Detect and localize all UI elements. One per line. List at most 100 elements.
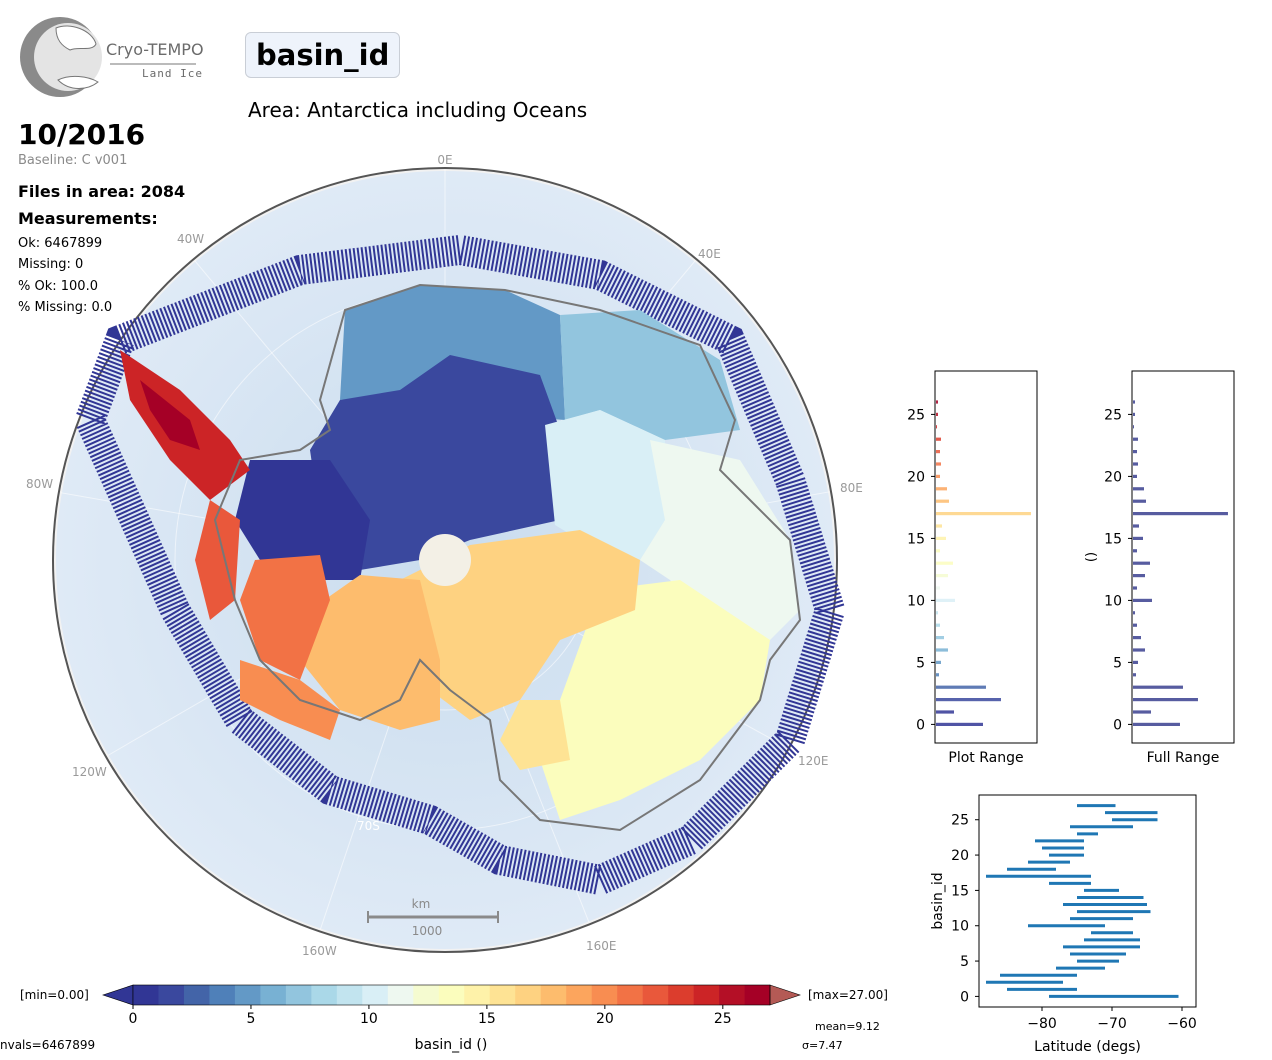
colorbar-swatch (438, 985, 465, 1005)
colorbar-swatch (540, 985, 567, 1005)
files-in-area: Files in area: 2084 (18, 182, 186, 201)
polar-map: 0E 40E 80E 120E 160E 160W 120W 80W 40W 7… (26, 153, 863, 958)
colorbar-swatch (362, 985, 389, 1005)
colorbar-extend-max (769, 984, 801, 1006)
histogram-bar (1133, 549, 1137, 553)
lon-label-80w: 80W (26, 477, 53, 491)
colorbar-swatch (515, 985, 541, 1005)
colorbar-tick-label: 5 (247, 1011, 256, 1027)
histogram-plot-range: 0 5 10 15 20 25 Plot Range (907, 370, 1038, 766)
colorbar: 0 5 10 15 20 25 [min=0.00] [max=27.00] basin_… (0, 984, 888, 1053)
histogram-bar (936, 722, 983, 726)
histogram-bar (1133, 536, 1143, 540)
y-tick-label: 15 (951, 883, 969, 899)
x-axis-label: Latitude (degs) (1034, 1039, 1141, 1055)
colorbar-swatch (464, 985, 491, 1005)
y-tick-label: 20 (907, 469, 925, 485)
histogram-bar (1133, 462, 1138, 466)
x-tick-label: −60 (1167, 1016, 1197, 1032)
histogram-bar (1133, 586, 1137, 590)
y-axis-label: basin_id (930, 872, 946, 929)
y-tick-label: 15 (1104, 531, 1122, 547)
colorbar-min-label: [min=0.00] (20, 988, 89, 1002)
histogram-bar (936, 598, 955, 602)
histogram-bar (1133, 660, 1138, 664)
x-axis-label: Full Range (1147, 750, 1220, 766)
variable-title: basin_id (245, 32, 401, 78)
histogram-bar (936, 425, 937, 429)
y-tick-label: 15 (907, 531, 925, 547)
histogram-bar (1133, 437, 1138, 441)
histogram-bar (936, 685, 986, 689)
colorbar-max-label: [max=27.00] (808, 988, 888, 1002)
histogram-bar (936, 512, 1031, 516)
histogram-bar (936, 524, 942, 528)
y-tick-label: 20 (1104, 469, 1122, 485)
colorbar-swatch (234, 985, 261, 1005)
y-tick-label: 0 (960, 989, 969, 1005)
x-tick-label: −80 (1027, 1016, 1057, 1032)
side-charts: 0 5 10 15 20 25 Plot Range 0 5 10 15 20 25 Full Rang… (907, 370, 1235, 1055)
colorbar-swatch (285, 985, 312, 1005)
scale-length: 1000 (412, 924, 443, 938)
colorbar-swatch (260, 985, 287, 1005)
lon-label-0e: 0E (437, 153, 452, 167)
y-tick-label: 10 (1104, 593, 1122, 609)
baseline-label: Baseline: C v001 (18, 153, 128, 168)
histogram-bar (936, 450, 940, 454)
histogram-bar (1133, 425, 1134, 429)
y-tick-label: 10 (907, 593, 925, 609)
measurements-heading: Measurements: (18, 209, 158, 228)
histogram-bar (936, 710, 954, 714)
x-axis-label: Plot Range (948, 750, 1023, 766)
pct-ok: % Ok: 100.0 (18, 279, 98, 294)
histogram-bar (1133, 698, 1198, 702)
histogram-bar (936, 673, 939, 677)
colorbar-tick-label: 0 (129, 1011, 138, 1027)
x-tick-label: −70 (1097, 1016, 1127, 1032)
histogram-bar (936, 660, 941, 664)
range-chart-frame (978, 794, 1197, 1008)
histogram-bar (1133, 673, 1136, 677)
logo-subtitle: Land Ice (142, 67, 203, 80)
y-tick-label: 5 (1113, 655, 1122, 671)
colorbar-swatch (642, 985, 669, 1005)
colorbar-swatch (744, 985, 771, 1005)
colorbar-swatch (668, 985, 694, 1005)
ocean-track-band (73, 234, 846, 896)
area-title: Area: Antarctica including Oceans (248, 98, 588, 122)
lon-label-40e: 40E (698, 247, 721, 261)
histogram-bar (1133, 710, 1151, 714)
histogram-bar (936, 623, 940, 627)
lat-label-70s: 70S (357, 819, 380, 833)
lon-label-120e: 120E (798, 754, 829, 768)
y-tick-label: 25 (951, 813, 969, 829)
histogram-bar (936, 698, 1001, 702)
colorbar-swatch (566, 985, 592, 1005)
histogram-bar (936, 412, 938, 416)
histogram-bar (1133, 722, 1180, 726)
lon-label-160e: 160E (586, 939, 617, 953)
histogram-frame (934, 370, 1038, 744)
histogram-bar (1133, 648, 1145, 652)
cryo-tempo-logo (20, 17, 196, 97)
y-tick-label: 10 (951, 919, 969, 935)
histogram-bar (1133, 524, 1139, 528)
y-tick-label: 0 (1113, 717, 1122, 733)
colorbar-swatch (158, 985, 185, 1005)
colorbar-ticks: 0 5 10 15 20 25 (129, 1005, 732, 1027)
mean-label: mean=9.12 (815, 1020, 880, 1033)
ok-count: Ok: 6467899 (18, 236, 103, 251)
histogram-bar (1133, 412, 1135, 416)
pole-hole (419, 534, 471, 586)
colorbar-swatch (336, 985, 363, 1005)
colorbar-swatch (617, 985, 643, 1005)
date-label: 10/2016 (18, 118, 146, 151)
histogram-bar (936, 636, 944, 640)
histogram-bar (936, 536, 946, 540)
colorbar-extend-min (102, 984, 134, 1006)
scale-unit: km (412, 897, 431, 911)
lon-label-160w: 160W (302, 944, 337, 958)
colorbar-tick-label: 20 (596, 1011, 614, 1027)
histogram-bar (936, 499, 949, 503)
